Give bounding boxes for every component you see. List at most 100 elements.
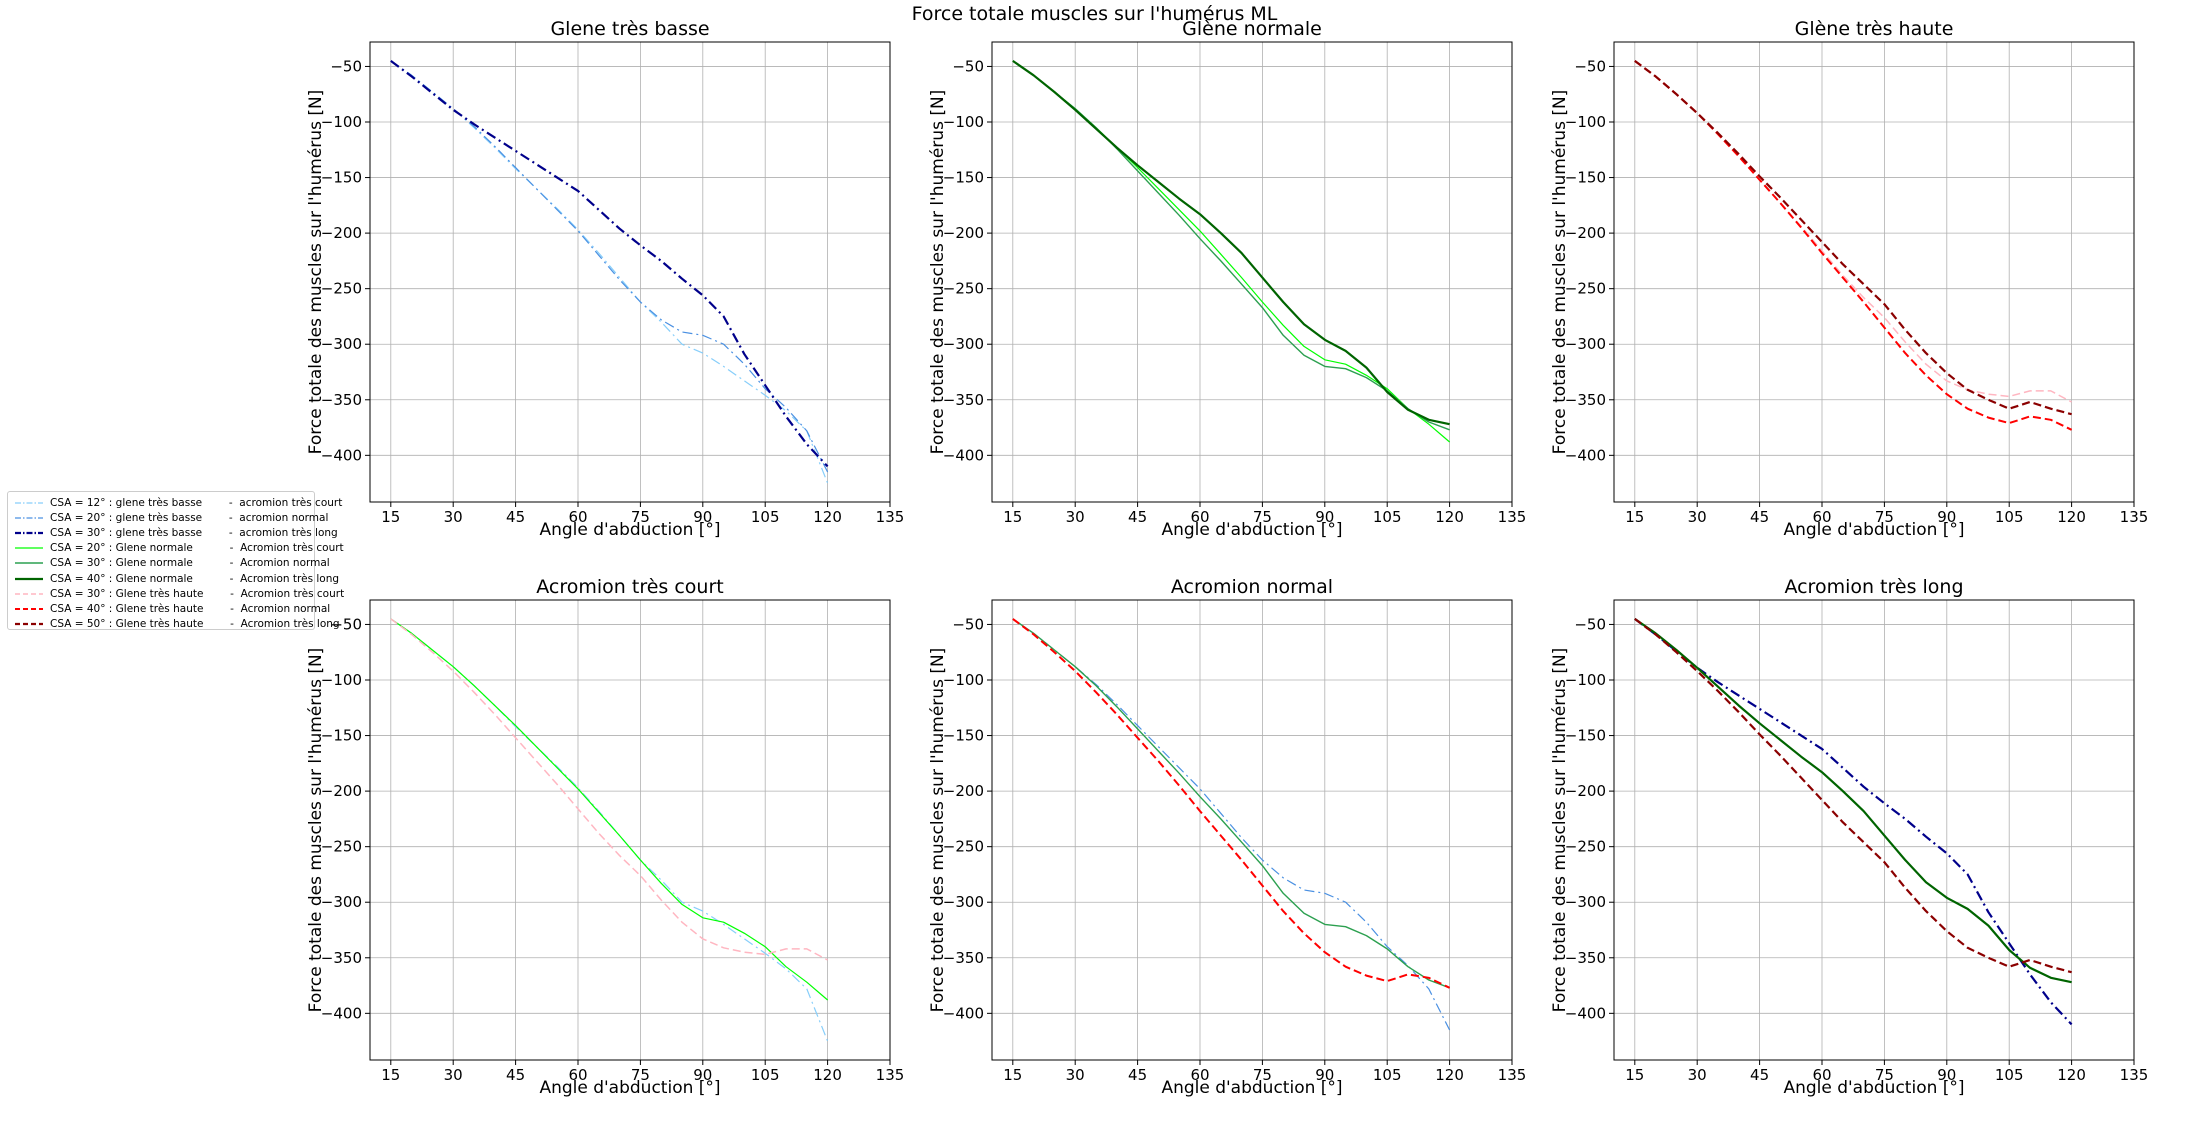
x-axis-label: Angle d'abduction [°] xyxy=(1161,520,1343,540)
x-tick-label: 15 xyxy=(381,1066,400,1084)
x-tick-label: 120 xyxy=(2057,1066,2086,1084)
y-tick-label: −350 xyxy=(321,949,362,967)
x-tick-label: 75 xyxy=(1253,508,1272,526)
axes-frame xyxy=(1613,41,2135,503)
series-line-2 xyxy=(1012,618,1450,989)
legend-entry: CSA = 30° : Glene normale - Acromion nor… xyxy=(14,556,330,571)
y-tick-label: −50 xyxy=(330,57,362,75)
legend: CSA = 12° : glene très basse - acromion … xyxy=(7,491,344,632)
y-tick-label: −300 xyxy=(943,893,984,911)
x-tick-label: 105 xyxy=(1995,508,2024,526)
y-tick-label: −100 xyxy=(943,113,984,131)
y-tick-label: −100 xyxy=(321,671,362,689)
y-tick-label: −200 xyxy=(321,782,362,800)
axes-frame xyxy=(369,599,891,1061)
legend-entry: CSA = 20° : glene très basse - acromion … xyxy=(14,510,328,525)
subplot-title: Glene très basse xyxy=(550,18,710,40)
x-tick-label: 15 xyxy=(1625,1066,1644,1084)
series-line-1 xyxy=(1634,60,2072,403)
y-tick-label: −300 xyxy=(943,335,984,353)
subplot-4: 15 30 45 60 75 90 105 120 135 −50 −100 −150 −200 −250… xyxy=(321,599,904,1084)
x-tick-label: 135 xyxy=(1498,508,1527,526)
legend-label: CSA = 30° : glene très basse - acromion … xyxy=(50,526,338,539)
x-tick-label: 60 xyxy=(1812,1066,1831,1084)
x-axis-label: Angle d'abduction [°] xyxy=(1161,1078,1343,1098)
y-tick-label: −200 xyxy=(321,224,362,242)
y-tick-label: −350 xyxy=(1565,391,1606,409)
x-tick-label: 105 xyxy=(1373,1066,1402,1084)
y-tick-label: −250 xyxy=(1565,280,1606,298)
series-line-1 xyxy=(1634,618,2073,1026)
x-tick-label: 60 xyxy=(1190,508,1209,526)
x-tick-label: 30 xyxy=(444,1066,463,1084)
x-tick-label: 120 xyxy=(813,1066,842,1084)
legend-swatch xyxy=(15,547,43,549)
x-axis-label: Angle d'abduction [°] xyxy=(1783,520,1965,540)
series-line-2 xyxy=(1634,617,2072,984)
y-tick-label: −400 xyxy=(321,1004,362,1022)
legend-swatch xyxy=(15,517,43,519)
x-tick-label: 45 xyxy=(1750,1066,1769,1084)
series-line-3 xyxy=(1634,60,2072,416)
series-line-1 xyxy=(1012,618,1451,1031)
y-tick-label: −200 xyxy=(943,782,984,800)
legend-entry: CSA = 40° : Glene normale - Acromion trè… xyxy=(14,571,339,586)
subplot-title: Acromion normal xyxy=(1170,576,1334,598)
x-tick-label: 90 xyxy=(693,1066,712,1084)
x-tick-label: 135 xyxy=(876,1066,905,1084)
legend-label: CSA = 40° : Glene normale - Acromion trè… xyxy=(50,572,340,585)
y-tick-label: −400 xyxy=(943,446,984,464)
legend-swatch xyxy=(15,501,43,504)
x-tick-label: 30 xyxy=(1688,508,1707,526)
figure-suptitle: Force totale muscles sur l'humérus ML xyxy=(911,3,1278,25)
subplot-title: Acromion très court xyxy=(536,576,724,598)
y-tick-label: −300 xyxy=(1565,335,1606,353)
y-tick-label: −200 xyxy=(943,224,984,242)
x-tick-label: 75 xyxy=(1875,508,1894,526)
x-tick-label: 15 xyxy=(381,508,400,526)
legend-label: CSA = 40° : Glene très haute - Acromion … xyxy=(50,602,331,615)
legend-entry: CSA = 30° : Glene très haute - Acromion … xyxy=(14,586,344,601)
axes-frame xyxy=(991,41,1513,503)
x-tick-label: 45 xyxy=(1750,508,1769,526)
x-tick-label: 75 xyxy=(1253,1066,1272,1084)
subplot-2: 15 30 45 60 75 90 105 120 135 −50 −100 −150 −200 −250… xyxy=(943,41,1526,526)
y-tick-label: −50 xyxy=(952,57,984,75)
x-axis-label: Angle d'abduction [°] xyxy=(539,520,721,540)
subplot-title: Glène normale xyxy=(1182,18,1322,40)
x-tick-label: 120 xyxy=(2057,508,2086,526)
x-tick-label: 90 xyxy=(1315,1066,1334,1084)
y-tick-label: −350 xyxy=(1565,949,1606,967)
x-tick-label: 30 xyxy=(1066,1066,1085,1084)
axes-frame xyxy=(991,599,1513,1061)
x-tick-label: 30 xyxy=(1066,508,1085,526)
series-line-2 xyxy=(390,60,829,473)
y-tick-label: −150 xyxy=(321,169,362,187)
x-tick-label: 105 xyxy=(751,1066,780,1084)
legend-label: CSA = 12° : glene très basse - acromion … xyxy=(50,496,343,509)
y-tick-label: −50 xyxy=(330,615,362,633)
legend-entry: CSA = 50° : Glene très haute - Acromion … xyxy=(14,617,340,632)
x-tick-label: 15 xyxy=(1003,508,1022,526)
y-tick-label: −300 xyxy=(321,893,362,911)
y-tick-label: −350 xyxy=(943,391,984,409)
legend-swatch xyxy=(15,562,43,565)
x-tick-label: 60 xyxy=(568,508,587,526)
legend-entry: CSA = 20° : Glene normale - Acromion trè… xyxy=(14,541,344,556)
x-tick-label: 120 xyxy=(1435,1066,1464,1084)
x-tick-label: 75 xyxy=(631,1066,650,1084)
y-tick-label: −200 xyxy=(1565,782,1606,800)
legend-entry: CSA = 40° : Glene très haute - Acromion … xyxy=(14,601,330,616)
legend-swatch xyxy=(15,622,43,626)
legend-swatch xyxy=(15,577,43,580)
y-tick-label: −350 xyxy=(943,949,984,967)
x-tick-label: 120 xyxy=(1435,508,1464,526)
y-tick-label: −400 xyxy=(1565,1004,1606,1022)
x-tick-label: 45 xyxy=(1128,1066,1147,1084)
y-tick-label: −200 xyxy=(1565,224,1606,242)
legend-label: CSA = 30° : Glene très haute - Acromion … xyxy=(50,587,345,600)
x-tick-label: 120 xyxy=(813,508,842,526)
x-tick-label: 15 xyxy=(1003,1066,1022,1084)
legend-swatch xyxy=(15,607,43,610)
x-tick-label: 105 xyxy=(751,508,780,526)
